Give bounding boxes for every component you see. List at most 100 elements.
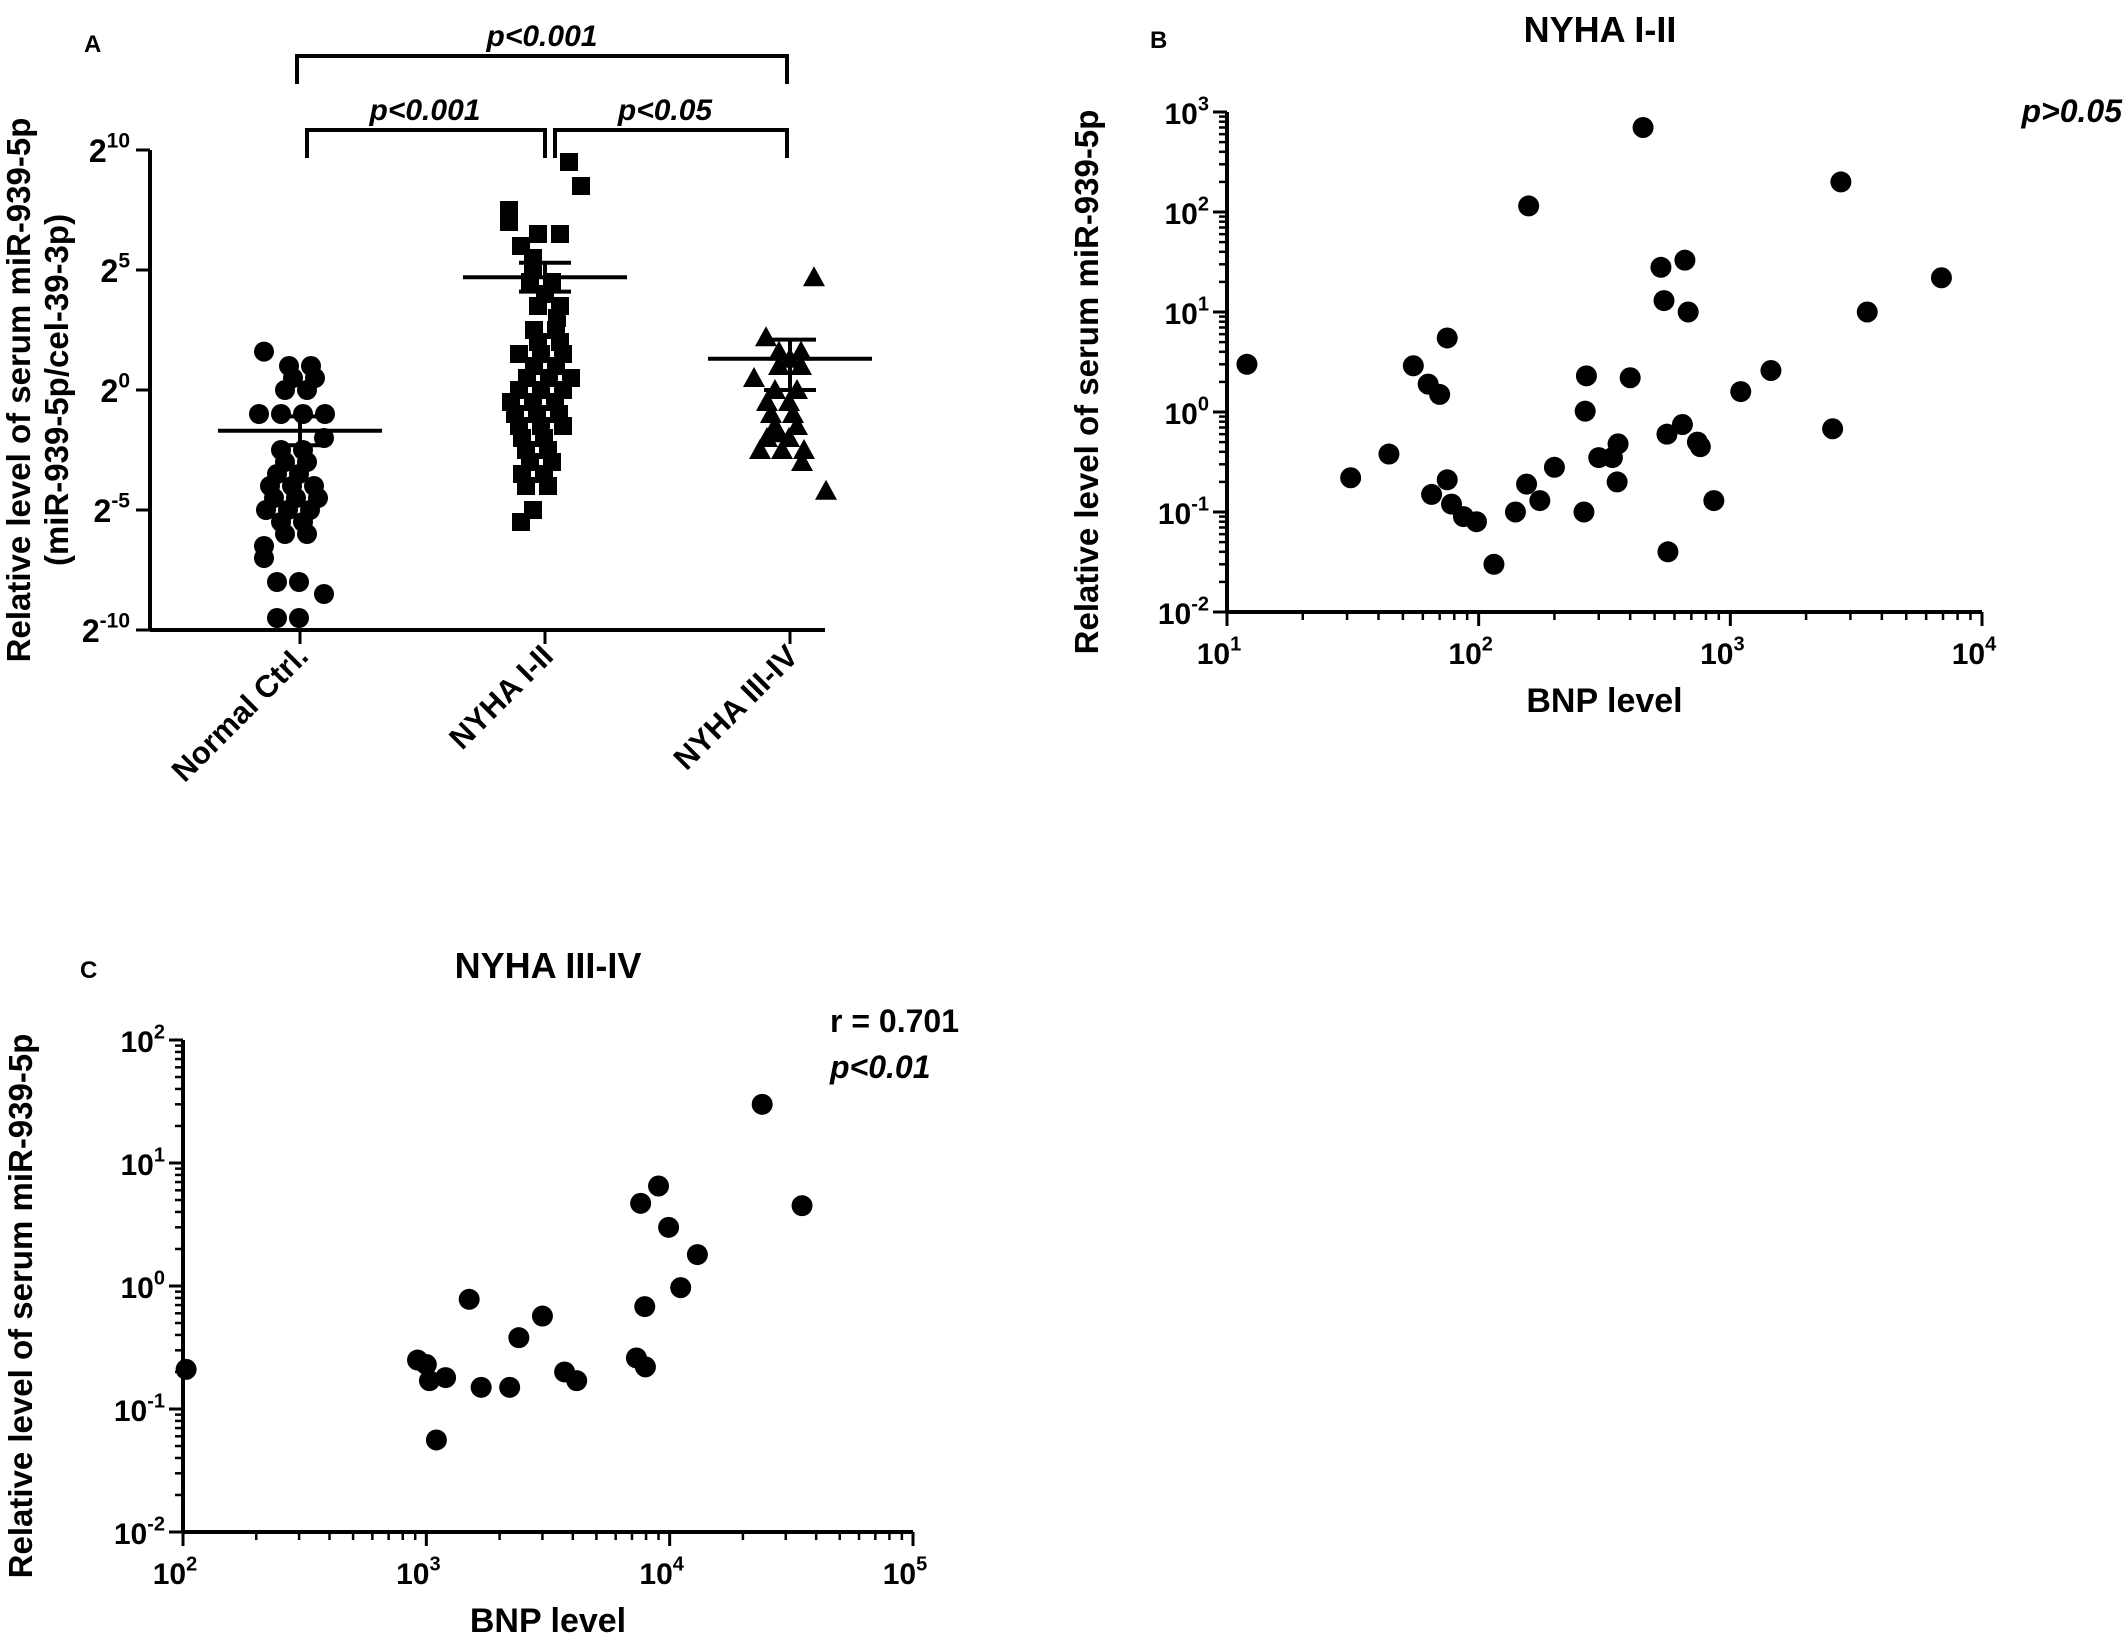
y-tick-label-text: 100	[121, 1268, 166, 1306]
data-point	[458, 1288, 480, 1310]
data-point-triangle	[786, 415, 808, 435]
significance-bracket	[305, 128, 547, 158]
data-point	[1760, 360, 1782, 382]
y-tick-label-text: 20	[101, 370, 130, 409]
y-tick-label-exponent: -1	[1191, 494, 1209, 516]
data-point-square	[560, 153, 578, 171]
x-tick-label-text: 104	[639, 1554, 684, 1592]
y-tick-label-text: 102	[1165, 194, 1210, 232]
y-tick-label: 20	[101, 370, 130, 409]
y-tick-label-text: 2-10	[82, 610, 130, 649]
y-tick-label-exponent: -2	[1191, 594, 1209, 616]
x-tick-label-base: 10	[1448, 638, 1481, 671]
x-tick-label-exponent: 3	[429, 1554, 440, 1576]
data-point	[566, 1370, 588, 1392]
panel-letter-c: C	[80, 957, 97, 984]
y-tick-label-base: 10	[1165, 98, 1198, 131]
x-axis-label: BNP level	[470, 1602, 626, 1640]
y-tick-label-text: 210	[89, 130, 130, 169]
data-point	[1402, 355, 1424, 377]
y-tick-label-exponent: -1	[147, 1391, 165, 1413]
y-tick-label: 101	[121, 1145, 166, 1183]
y-tick-label: 2-5	[94, 490, 131, 529]
data-point	[1421, 483, 1443, 505]
y-tick-label-exponent: 2	[154, 1022, 165, 1044]
x-tick-label: 105	[883, 1554, 928, 1592]
data-point	[1730, 381, 1752, 403]
y-tick-label-exponent: 0	[1198, 394, 1209, 416]
data-point	[470, 1376, 492, 1398]
y-tick-label: 10-1	[114, 1391, 165, 1429]
y-tick-label-base: 10	[114, 1518, 147, 1551]
y-tick-label-text: 101	[121, 1145, 166, 1183]
data-point-triangle	[749, 439, 771, 459]
data-point	[1465, 511, 1487, 533]
y-tick-label-base: 2	[94, 493, 112, 529]
data-point-circle	[314, 428, 334, 448]
y-tick-label-base: 10	[1165, 298, 1198, 331]
data-point	[1543, 456, 1565, 478]
data-point	[634, 1296, 656, 1318]
significance-label: p<0.001	[486, 20, 598, 53]
data-point-square	[551, 225, 569, 243]
y-tick-label-base: 10	[1165, 398, 1198, 431]
x-tick-label: 104	[639, 1554, 684, 1592]
x-tick-label-text: 105	[883, 1554, 928, 1592]
data-point	[1436, 469, 1458, 491]
data-point-circle	[275, 524, 295, 544]
x-tick-label-text: 102	[1448, 634, 1493, 672]
data-point	[415, 1354, 437, 1376]
x-tick-label-base: 10	[639, 1558, 672, 1591]
y-tick-label: 103	[1165, 94, 1210, 132]
y-tick-label-base: 10	[121, 1272, 154, 1305]
data-point	[1856, 301, 1878, 323]
x-tick-label: 102	[153, 1554, 198, 1592]
y-tick-label: 10-2	[1158, 594, 1209, 632]
data-point-square	[539, 477, 557, 495]
y-tick-label-exponent: 1	[1198, 294, 1209, 316]
significance-label: p<0.001	[369, 94, 481, 127]
data-point	[630, 1192, 652, 1214]
data-point	[686, 1244, 708, 1266]
y-tick-label-text: 10-1	[114, 1391, 165, 1429]
y-axis-label-line2: (miR-939-5p/cel-39-3p)	[38, 214, 75, 566]
data-point	[1574, 400, 1596, 422]
data-point-triangle	[755, 326, 777, 347]
data-point-triangle	[743, 367, 765, 387]
data-point-circle	[293, 404, 313, 424]
x-tick-label-exponent: 3	[1733, 634, 1744, 656]
x-tick-label: NYHA III-IV	[667, 638, 806, 777]
y-axis-label: Relative level of serum miR-939-5p (miR-9…	[0, 118, 75, 663]
data-point	[425, 1429, 447, 1451]
data-point	[1657, 541, 1679, 563]
y-tick-label: 10-1	[1158, 494, 1209, 532]
data-point-triangle	[790, 355, 812, 375]
x-tick-label: 102	[1448, 634, 1493, 672]
data-point	[1378, 443, 1400, 465]
data-point-circle	[267, 608, 287, 628]
y-tick-label: 2-10	[82, 610, 130, 649]
y-tick-label-base: 2	[101, 373, 119, 409]
data-point	[1436, 327, 1458, 349]
data-point-triangle	[793, 439, 815, 459]
data-point	[1677, 301, 1699, 323]
y-tick-label-base: 10	[1158, 598, 1191, 631]
data-point	[1930, 267, 1952, 289]
data-point	[499, 1376, 521, 1398]
y-tick-label-exponent: 0	[154, 1268, 165, 1290]
data-point	[658, 1216, 680, 1238]
x-tick-label-text: 104	[1952, 634, 1997, 672]
data-point	[751, 1093, 773, 1115]
data-point	[1830, 171, 1852, 193]
data-point-circle	[254, 548, 274, 568]
chart-title: NYHA I-II	[1524, 9, 1677, 50]
data-point	[1671, 413, 1693, 435]
data-point-circle	[314, 584, 334, 604]
data-point	[1689, 436, 1711, 458]
data-point-square	[500, 213, 518, 231]
significance-bracket	[295, 54, 789, 84]
y-tick-label-text: 100	[1165, 394, 1210, 432]
